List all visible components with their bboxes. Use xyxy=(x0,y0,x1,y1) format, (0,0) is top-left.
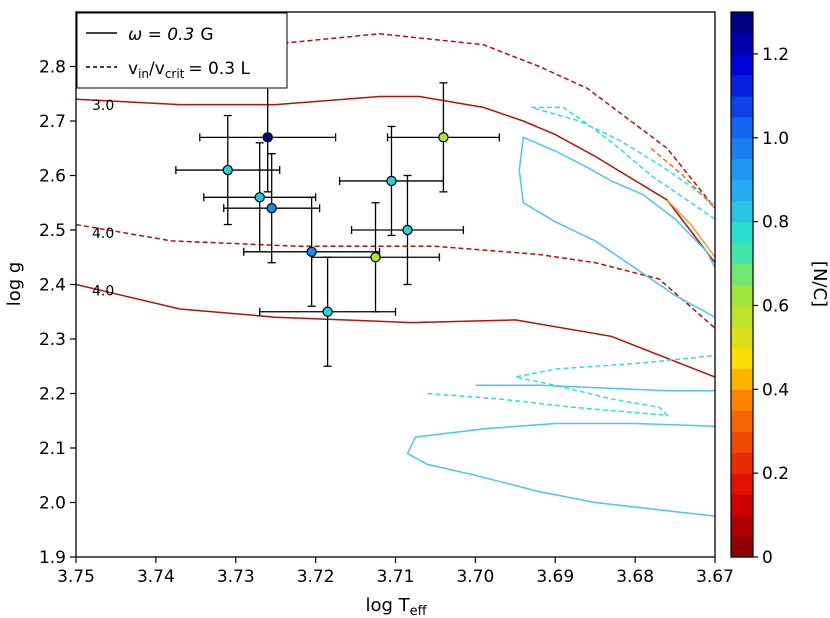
colorbar-segment xyxy=(731,326,753,348)
colorbar-segment xyxy=(731,12,753,34)
track-mass-label: 4.0 xyxy=(92,283,114,299)
colorbar-tick-label: 0.2 xyxy=(762,464,789,484)
colorbar-tick-label: 0.8 xyxy=(762,213,789,233)
track-line xyxy=(518,136,715,318)
colorbar-segment xyxy=(731,494,753,516)
track-line xyxy=(427,354,715,417)
colorbar-segment xyxy=(731,431,753,453)
track-line xyxy=(666,199,715,258)
colorbar-segment xyxy=(731,452,753,474)
track-line xyxy=(475,384,715,392)
plot-frame xyxy=(75,11,716,558)
y-tick-label: 2.3 xyxy=(39,330,66,350)
x-tick-label: 3.75 xyxy=(57,567,95,587)
x-tick-label: 3.70 xyxy=(456,567,494,587)
y-tick-label: 2.4 xyxy=(39,276,66,296)
star-point xyxy=(322,306,333,317)
x-tick-label: 3.74 xyxy=(137,567,175,587)
colorbar-segment xyxy=(731,515,753,537)
star-point xyxy=(262,132,273,143)
y-axis-ticks: 1.9 2.0 2.1 2.2 2.3 2.4 2.5 2.6 2.7 2.8 xyxy=(39,58,76,568)
colorbar-segment xyxy=(731,305,753,328)
x-tick-label: 3.69 xyxy=(536,567,574,587)
colorbar-frame xyxy=(730,11,754,558)
colorbar-segment xyxy=(731,137,753,160)
colorbar-segment xyxy=(731,179,753,202)
x-tick-label: 3.72 xyxy=(297,567,335,587)
colorbar-segment xyxy=(731,221,753,244)
y-tick-label: 2.5 xyxy=(39,221,66,241)
track-line xyxy=(76,95,715,264)
colorbar-segment xyxy=(731,32,753,55)
colorbar-ticks: 0 0.2 0.4 0.6 0.8 1.0 1.2 xyxy=(753,45,789,568)
star-point xyxy=(438,132,449,143)
colorbar: 0 0.2 0.4 0.6 0.8 1.0 1.2 [N/C] xyxy=(730,11,830,568)
colorbar-segment xyxy=(731,158,753,181)
y-tick-label: 2.2 xyxy=(39,385,66,405)
colorbar-tick-label: 0.4 xyxy=(762,380,789,400)
y-tick-label: 2.1 xyxy=(39,439,66,459)
star-point xyxy=(402,224,413,236)
track-line xyxy=(76,223,715,329)
y-axis-label: log g xyxy=(4,262,25,307)
colorbar-segment xyxy=(731,536,753,558)
track-line xyxy=(650,147,715,209)
x-tick-label: 3.71 xyxy=(377,567,415,587)
colorbar-tick-label: 1.0 xyxy=(762,129,789,149)
colorbar-segment xyxy=(731,95,753,118)
colorbar-segment xyxy=(731,200,753,223)
colorbar-segment xyxy=(731,53,753,76)
colorbar-segment xyxy=(731,410,753,432)
colorbar-gradient xyxy=(731,12,753,558)
track-mass-label: 3.0 xyxy=(92,98,114,114)
colorbar-segment xyxy=(731,347,753,369)
x-axis-ticks: 3.75 3.74 3.73 3.72 3.71 3.70 3.69 3.68 3.67 xyxy=(57,557,734,587)
track-mass-label: 4.0 xyxy=(92,226,114,242)
legend-entry-initial-velocity: vin/vcrit = 0.3 L xyxy=(128,59,250,81)
y-tick-label: 2.0 xyxy=(39,494,66,514)
colorbar-segment xyxy=(731,389,753,411)
colorbar-segment xyxy=(731,74,753,97)
colorbar-segment xyxy=(731,116,753,139)
y-tick-label: 2.8 xyxy=(39,58,66,78)
colorbar-segment xyxy=(731,263,753,286)
track-line xyxy=(531,106,715,220)
x-tick-label: 3.68 xyxy=(616,567,654,587)
star-point xyxy=(222,164,233,176)
error-bars xyxy=(175,82,500,367)
star-point xyxy=(254,192,265,203)
colorbar-segment xyxy=(731,473,753,495)
star-point xyxy=(266,202,277,214)
data-points xyxy=(222,132,449,317)
star-point xyxy=(370,252,381,263)
colorbar-segment xyxy=(731,368,753,390)
legend-entry-rotating: ω = 0.3 G xyxy=(128,25,214,45)
colorbar-tick-label: 1.2 xyxy=(762,45,789,65)
track-line xyxy=(406,422,715,517)
colorbar-segment xyxy=(731,242,753,265)
legend: ω = 0.3 G vin/vcrit = 0.3 L xyxy=(76,12,288,89)
x-axis-label: log Teff xyxy=(365,595,427,618)
y-tick-label: 2.7 xyxy=(39,112,66,132)
evolutionary-tracks xyxy=(76,33,715,517)
star-point xyxy=(386,175,397,187)
y-tick-label: 2.6 xyxy=(39,167,66,187)
colorbar-label: [N/C] xyxy=(809,261,830,307)
y-tick-label: 1.9 xyxy=(39,548,66,568)
colorbar-tick-label: 0.6 xyxy=(762,296,789,316)
star-point xyxy=(306,246,317,257)
colorbar-segment xyxy=(731,284,753,307)
track-line xyxy=(76,283,715,378)
x-tick-label: 3.73 xyxy=(217,567,255,587)
colorbar-tick-label: 0 xyxy=(762,548,773,568)
x-tick-label: 3.67 xyxy=(696,567,734,587)
